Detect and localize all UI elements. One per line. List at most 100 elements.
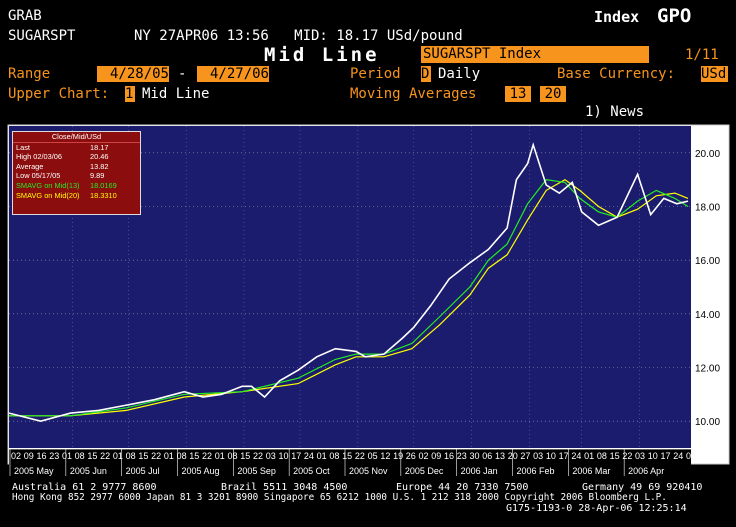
x-day-label: 22 xyxy=(622,451,632,461)
upper-chart-label: Upper Chart: xyxy=(8,86,110,102)
x-month-label: 2005 Jun xyxy=(70,466,107,476)
x-day-label: 08 xyxy=(126,451,136,461)
x-day-label: 23 xyxy=(49,451,59,461)
legend-row: Low 05/17/05 9.89 xyxy=(16,171,137,181)
x-month-label: 2005 Nov xyxy=(349,466,388,476)
legend-row: High 02/03/06 20.46 xyxy=(16,152,137,162)
x-day-label: 06 xyxy=(482,451,492,461)
moving-averages-label: Moving Averages xyxy=(350,86,477,102)
ticker-label: SUGARSPT xyxy=(8,28,76,44)
range-end-field[interactable]: 4/27/06 xyxy=(197,66,269,82)
y-tick-label: 10.00 xyxy=(695,417,720,428)
x-day-label: 03 xyxy=(635,451,645,461)
x-day-label: 24 xyxy=(571,451,581,461)
x-day-label: 10 xyxy=(278,451,288,461)
x-month-label: 2005 Dec xyxy=(405,466,444,476)
x-day-label: 01 xyxy=(686,451,696,461)
upper-chart-value: Mid Line xyxy=(142,86,210,102)
legend-row-label: Low 05/17/05 xyxy=(16,171,61,181)
footer-germany: Germany 49 69 920410 xyxy=(582,482,703,493)
x-day-label: 01 xyxy=(317,451,327,461)
x-day-label: 01 xyxy=(584,451,594,461)
y-tick-label: 14.00 xyxy=(695,310,720,321)
x-day-label: 22 xyxy=(202,451,212,461)
x-day-label: 15 xyxy=(342,451,352,461)
grab-label: GRAB xyxy=(8,8,42,24)
legend-row-value: 18.3310 xyxy=(90,190,117,200)
base-currency-field[interactable]: USd xyxy=(701,66,728,82)
x-day-label: 08 xyxy=(228,451,238,461)
x-axis-band xyxy=(9,449,691,463)
y-tick-label: 18.00 xyxy=(695,203,720,214)
legend-row-label: Last xyxy=(16,142,30,152)
footer-europe: Europe 44 20 7330 7500 xyxy=(396,482,529,493)
range-label: Range xyxy=(8,66,51,82)
ma2-field[interactable]: 20 xyxy=(540,86,566,102)
x-day-label: 15 xyxy=(87,451,97,461)
x-day-label: 19 xyxy=(393,451,403,461)
legend-row: Last 18.17 xyxy=(16,143,137,153)
x-day-label: 01 xyxy=(113,451,123,461)
x-day-label: 26 xyxy=(406,451,416,461)
x-day-label: 27 xyxy=(520,451,530,461)
legend-row-label: Average xyxy=(16,161,44,171)
x-day-label: 17 xyxy=(559,451,569,461)
legend-row: SMAVG on Mid(13) 18.0169 xyxy=(16,181,137,191)
x-day-label: 10 xyxy=(648,451,658,461)
period-code-field[interactable]: D xyxy=(421,66,431,82)
x-month-label: 2005 Jul xyxy=(126,466,160,476)
legend-row-value: 20.46 xyxy=(90,152,109,162)
x-day-label: 01 xyxy=(164,451,174,461)
x-day-label: 08 xyxy=(597,451,607,461)
x-month-label: 2006 Jan xyxy=(461,466,498,476)
function-title: Mid Line xyxy=(264,44,380,66)
x-month-band xyxy=(9,463,691,476)
footer-australia: Australia 61 2 9777 8600 xyxy=(12,482,157,493)
upper-chart-code-field[interactable]: 1 xyxy=(125,86,135,102)
quote-line: NY 27APR06 13:56 MID: 18.17 USd/pound xyxy=(134,28,463,44)
y-tick-label: 16.00 xyxy=(695,256,720,267)
x-day-label: 01 xyxy=(215,451,225,461)
news-link[interactable]: 1) News xyxy=(585,104,645,120)
range-start-field[interactable]: 4/28/05 xyxy=(97,66,169,82)
x-day-label: 13 xyxy=(495,451,505,461)
x-day-label: 24 xyxy=(304,451,314,461)
x-day-label: 22 xyxy=(355,451,365,461)
period-value: Daily xyxy=(438,66,481,82)
page-indicator: 1/11 xyxy=(685,47,719,63)
x-month-label: 2005 Aug xyxy=(182,466,220,476)
x-month-label: 2006 Mar xyxy=(572,466,610,476)
base-currency-label: Base Currency: xyxy=(557,66,676,82)
x-day-label: 01 xyxy=(62,451,72,461)
security-name-field[interactable]: SUGARSPT Index xyxy=(421,46,649,63)
x-day-label: 22 xyxy=(151,451,161,461)
legend-row-value: 18.0169 xyxy=(90,180,117,190)
legend-row-label: SMAVG on Mid(20) xyxy=(16,190,80,200)
x-day-label: 23 xyxy=(457,451,467,461)
x-day-label: 03 xyxy=(533,451,543,461)
range-dash: - xyxy=(178,66,187,82)
x-day-label: 17 xyxy=(291,451,301,461)
legend-row-value: 9.89 xyxy=(90,171,105,181)
legend-title: Close/Mid/USd xyxy=(13,132,140,143)
x-day-label: 09 xyxy=(24,451,34,461)
x-day-label: 12 xyxy=(380,451,390,461)
x-day-label: 08 xyxy=(177,451,187,461)
legend-box: Close/Mid/USd Last 18.17 High 02/03/06 20.4… xyxy=(12,131,141,215)
x-month-label: 2005 Oct xyxy=(293,466,330,476)
x-day-label: 08 xyxy=(329,451,339,461)
legend-row-label: SMAVG on Mid(13) xyxy=(16,180,80,190)
x-month-label: 2005 May xyxy=(14,466,54,476)
x-day-label: 22 xyxy=(100,451,110,461)
x-day-label: 02 xyxy=(11,451,21,461)
x-day-label: 02 xyxy=(419,451,429,461)
x-day-label: 30 xyxy=(469,451,479,461)
series-line xyxy=(8,142,689,423)
legend-row-value: 13.82 xyxy=(90,161,109,171)
x-month-label: 2006 Apr xyxy=(628,466,664,476)
y-tick-label: 20.00 xyxy=(695,149,720,160)
x-day-label: 16 xyxy=(444,451,454,461)
ma1-field[interactable]: 13 xyxy=(505,86,531,102)
x-day-label: 24 xyxy=(673,451,683,461)
